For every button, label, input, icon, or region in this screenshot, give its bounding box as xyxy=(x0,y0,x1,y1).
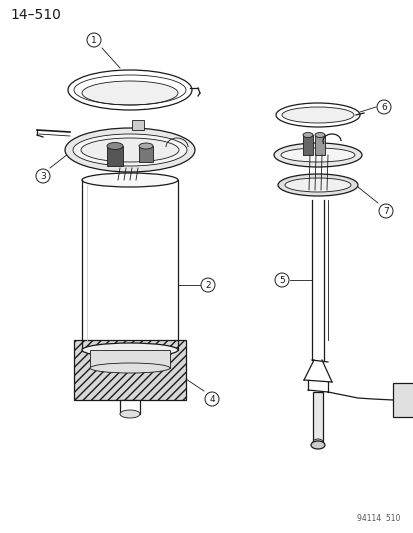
Circle shape xyxy=(204,392,218,406)
Circle shape xyxy=(376,100,390,114)
Ellipse shape xyxy=(273,143,361,167)
Circle shape xyxy=(36,169,50,183)
Bar xyxy=(314,135,324,155)
Ellipse shape xyxy=(310,441,324,449)
Ellipse shape xyxy=(73,134,187,166)
Text: 1: 1 xyxy=(91,36,97,44)
Bar xyxy=(90,350,170,368)
Bar xyxy=(74,340,185,400)
Ellipse shape xyxy=(81,138,178,162)
Text: 7: 7 xyxy=(382,206,388,215)
Text: 14–510: 14–510 xyxy=(10,8,61,22)
Ellipse shape xyxy=(281,107,353,123)
Circle shape xyxy=(378,204,392,218)
Ellipse shape xyxy=(280,148,354,162)
Ellipse shape xyxy=(284,178,350,192)
Circle shape xyxy=(87,33,101,47)
Bar xyxy=(312,392,322,442)
Ellipse shape xyxy=(312,439,322,445)
Bar xyxy=(120,400,140,414)
Ellipse shape xyxy=(314,133,324,138)
Ellipse shape xyxy=(107,142,123,149)
Bar xyxy=(107,146,123,166)
Text: 3: 3 xyxy=(40,172,46,181)
Ellipse shape xyxy=(277,174,357,196)
Ellipse shape xyxy=(82,343,178,357)
Ellipse shape xyxy=(90,363,170,373)
Text: 4: 4 xyxy=(209,394,214,403)
Bar xyxy=(132,120,144,130)
Ellipse shape xyxy=(302,133,312,138)
Circle shape xyxy=(274,273,288,287)
Circle shape xyxy=(201,278,214,292)
Ellipse shape xyxy=(65,128,195,172)
Text: 2: 2 xyxy=(205,280,210,289)
Text: 94114  510: 94114 510 xyxy=(356,514,399,523)
Bar xyxy=(139,146,153,162)
Bar xyxy=(392,383,413,417)
Text: 5: 5 xyxy=(278,276,284,285)
Ellipse shape xyxy=(82,81,178,105)
Text: 6: 6 xyxy=(380,102,386,111)
Ellipse shape xyxy=(120,410,140,418)
Ellipse shape xyxy=(82,173,178,187)
Bar xyxy=(302,135,312,155)
Ellipse shape xyxy=(139,143,153,149)
